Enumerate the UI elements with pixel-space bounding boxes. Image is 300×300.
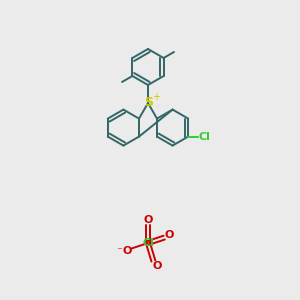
Text: Cl: Cl (142, 238, 154, 248)
Text: S: S (145, 97, 154, 110)
Text: O: O (164, 230, 174, 240)
Text: O: O (153, 261, 162, 271)
Text: Cl: Cl (198, 132, 210, 142)
Text: O: O (122, 246, 131, 256)
Text: O: O (143, 215, 153, 225)
Text: ⁻: ⁻ (116, 246, 122, 256)
Text: +: + (152, 92, 160, 102)
